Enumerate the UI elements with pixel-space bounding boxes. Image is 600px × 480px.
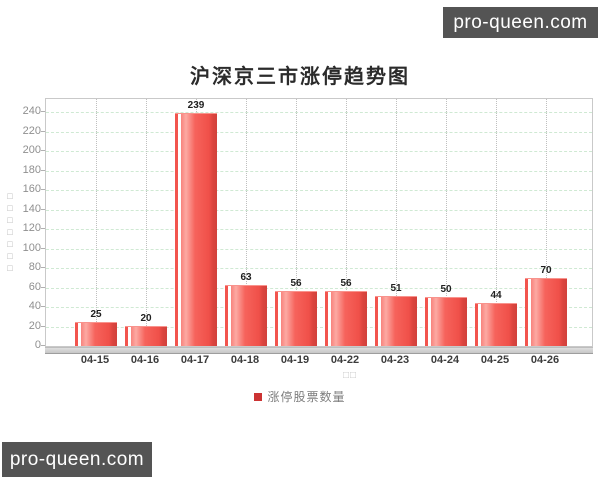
bar-value-label: 70 — [540, 265, 552, 276]
bar-value-label: 63 — [240, 272, 252, 283]
watermark-text: pro-queen.com — [453, 11, 588, 33]
v-gridline — [96, 99, 97, 346]
bar — [75, 322, 117, 346]
bar-value-label: 56 — [290, 278, 302, 289]
bar — [325, 291, 367, 346]
y-tick-mark — [41, 130, 45, 132]
x-axis-base — [45, 347, 593, 354]
y-tick-label: 60 — [28, 280, 41, 293]
y-tick-label: 140 — [22, 202, 41, 215]
bar — [125, 326, 167, 346]
chart-title: 沪深京三市涨停趋势图 — [190, 66, 410, 88]
y-tick-mark — [41, 189, 45, 190]
x-tick-label: 04-15 — [80, 354, 110, 366]
y-tick-label: 20 — [28, 319, 41, 332]
y-tick-mark — [41, 325, 45, 327]
h-gridline — [46, 209, 592, 211]
bar-value-label: 25 — [90, 309, 102, 320]
y-tick-mark — [41, 169, 45, 171]
x-tick-label: 04-24 — [430, 354, 460, 366]
bar — [425, 297, 467, 346]
h-gridline — [46, 170, 592, 172]
y-tick-label: 120 — [22, 222, 41, 234]
bar — [475, 303, 517, 346]
y-tick-label: 220 — [22, 124, 41, 137]
x-tick-label: 04-26 — [530, 354, 560, 366]
bar — [225, 285, 267, 346]
bar-value-label: 50 — [440, 284, 452, 295]
v-gridline — [146, 99, 147, 346]
v-gridline — [246, 99, 247, 346]
watermark-text: pro-queen.com — [9, 448, 145, 470]
x-axis-title: □□ — [342, 370, 358, 381]
y-tick-mark — [41, 286, 45, 288]
y-axis-title: □□□□□□□ — [5, 191, 15, 275]
h-gridline — [46, 229, 592, 230]
h-gridline — [46, 287, 592, 289]
legend-label: 涨停股票数量 — [267, 390, 346, 404]
bar-value-label: 20 — [140, 313, 152, 324]
v-gridline — [496, 99, 497, 346]
h-gridline — [46, 268, 592, 269]
bar — [525, 278, 567, 346]
y-tick-mark — [41, 345, 45, 346]
bar — [375, 296, 417, 346]
h-gridline — [46, 131, 592, 133]
y-tick-label: 100 — [22, 241, 41, 254]
h-gridline — [46, 326, 592, 328]
bar — [175, 113, 217, 346]
plot-area: 25 20 239 63 56 56 51 50 44 70 — [45, 98, 593, 347]
y-tick-label: 180 — [22, 163, 41, 176]
y-tick-label: 200 — [22, 144, 41, 156]
bar-value-label: 239 — [187, 100, 205, 111]
y-tick-label: 240 — [22, 105, 41, 117]
y-tick-label: 40 — [28, 300, 41, 312]
y-tick-mark — [41, 111, 45, 112]
y-tick-label: 80 — [28, 261, 41, 273]
x-tick-label: 04-19 — [280, 354, 310, 366]
x-tick-label: 04-25 — [480, 354, 510, 366]
x-tick-label: 04-22 — [330, 354, 360, 366]
y-tick-mark — [41, 247, 45, 249]
y-tick-mark — [41, 306, 45, 307]
y-tick-mark — [41, 228, 45, 229]
bar — [275, 291, 317, 346]
bar-value-label: 56 — [340, 278, 352, 289]
watermark-top-right: pro-queen.com — [443, 7, 598, 38]
h-gridline — [46, 307, 592, 308]
v-gridline — [446, 99, 447, 346]
v-gridline — [296, 99, 297, 346]
h-gridline — [46, 151, 592, 152]
y-tick-label: 160 — [22, 183, 41, 195]
y-tick-mark — [41, 150, 45, 151]
bar-value-label: 44 — [490, 290, 502, 301]
v-gridline — [346, 99, 347, 346]
bar-value-label: 51 — [390, 283, 402, 294]
x-tick-label: 04-23 — [380, 354, 410, 366]
watermark-bottom-left: pro-queen.com — [2, 442, 152, 477]
y-tick-label: 0 — [34, 339, 41, 351]
h-gridline — [46, 112, 592, 113]
x-tick-label: 04-17 — [180, 354, 210, 366]
y-tick-mark — [41, 267, 45, 268]
x-tick-label: 04-18 — [230, 354, 260, 366]
y-tick-mark — [41, 208, 45, 210]
x-tick-label: 04-16 — [130, 354, 160, 366]
legend: 涨停股票数量 — [0, 388, 600, 405]
v-gridline — [546, 99, 547, 346]
h-gridline — [46, 190, 592, 191]
h-gridline — [46, 248, 592, 250]
legend-marker-square-icon — [254, 392, 263, 401]
v-gridline — [396, 99, 397, 346]
